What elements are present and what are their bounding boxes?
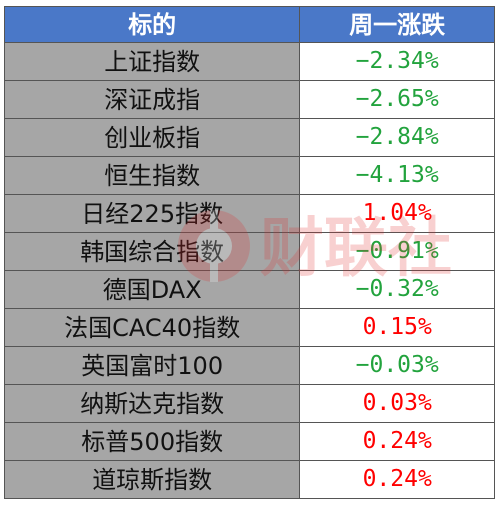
index-name: 深证成指 <box>5 81 301 118</box>
table-row: 韩国综合指数 −0.91% <box>5 233 495 271</box>
table-row: 上证指数 −2.34% <box>5 43 495 81</box>
table-row: 日经225指数 1.04% <box>5 195 495 233</box>
index-change: −0.32% <box>300 271 495 308</box>
index-name: 道琼斯指数 <box>5 461 301 498</box>
table-body: 上证指数 −2.34% 深证成指 −2.65% 创业板指 −2.84% 恒生指数 −4.13%… <box>5 43 495 499</box>
header-change: 周一涨跌 <box>300 7 495 42</box>
index-change: 0.24% <box>300 461 495 498</box>
index-change: −0.91% <box>300 233 495 270</box>
index-change: −2.34% <box>300 43 495 80</box>
table-row: 标普500指数 0.24% <box>5 423 495 461</box>
header-name: 标的 <box>5 7 301 42</box>
index-change: 0.15% <box>300 309 495 346</box>
index-change: −4.13% <box>300 157 495 194</box>
table-row: 法国CAC40指数 0.15% <box>5 309 495 347</box>
table-row: 恒生指数 −4.13% <box>5 157 495 195</box>
index-name: 创业板指 <box>5 119 301 156</box>
table-header: 标的 周一涨跌 <box>5 7 495 43</box>
index-name: 恒生指数 <box>5 157 301 194</box>
table-row: 道琼斯指数 0.24% <box>5 461 495 499</box>
index-change: 0.03% <box>300 385 495 422</box>
index-change: −0.03% <box>300 347 495 384</box>
index-name: 法国CAC40指数 <box>5 309 301 346</box>
index-change: 1.04% <box>300 195 495 232</box>
table-row: 深证成指 −2.65% <box>5 81 495 119</box>
table-row: 创业板指 −2.84% <box>5 119 495 157</box>
index-name: 纳斯达克指数 <box>5 385 301 422</box>
index-name: 日经225指数 <box>5 195 301 232</box>
table-row: 德国DAX −0.32% <box>5 271 495 309</box>
table-row: 纳斯达克指数 0.03% <box>5 385 495 423</box>
index-name: 韩国综合指数 <box>5 233 301 270</box>
index-name: 标普500指数 <box>5 423 301 460</box>
table-row: 英国富时100 −0.03% <box>5 347 495 385</box>
index-name: 上证指数 <box>5 43 301 80</box>
index-change: 0.24% <box>300 423 495 460</box>
index-change: −2.84% <box>300 119 495 156</box>
index-name: 德国DAX <box>5 271 301 308</box>
index-change-table: 标的 周一涨跌 上证指数 −2.34% 深证成指 −2.65% 创业板指 −2.84% 恒生… <box>4 6 495 499</box>
index-name: 英国富时100 <box>5 347 301 384</box>
index-change: −2.65% <box>300 81 495 118</box>
